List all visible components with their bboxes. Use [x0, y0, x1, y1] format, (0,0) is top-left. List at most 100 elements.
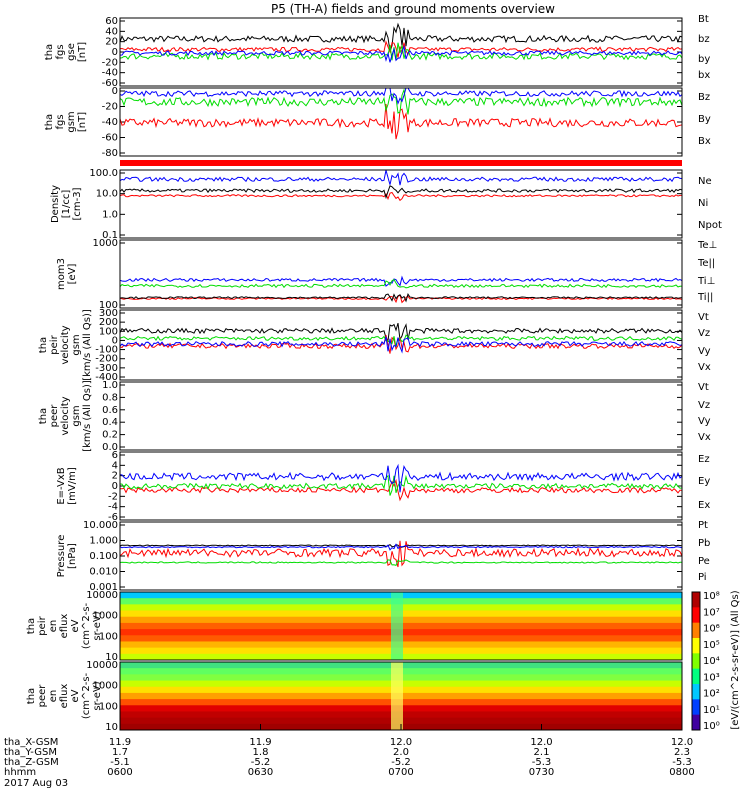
ylabel-peir_eflux: sr-eV) — [92, 611, 103, 640]
legend-Ne: Ne — [698, 176, 712, 187]
series-line-Te|| — [119, 293, 683, 303]
series-line-Vz — [119, 334, 683, 354]
ylabel-peir_velocity: tha — [38, 337, 49, 353]
colorbar-tick: 10⁶ — [703, 624, 720, 635]
ytick-label: 0.0 — [102, 442, 118, 453]
colorbar-tick: 10⁰ — [703, 721, 720, 732]
ylabel-peer_eflux: sr-eV) — [92, 681, 103, 710]
colorbar-tick: 10² — [703, 689, 720, 700]
ylabel-fgs_gse: fgs — [55, 44, 66, 59]
colorbar-segment — [692, 653, 700, 670]
ytick-label: 1000 — [93, 611, 118, 622]
ytick-label: 0.4 — [102, 417, 118, 428]
panel-peir_eflux: tha peir en eflux eV (cm^2-s-sr-eV) 10000 1000 1… — [26, 590, 683, 663]
ylabel-peir_eflux: peir — [37, 615, 48, 635]
ytick-label: 10.0 — [96, 189, 118, 200]
ytick-label: 0 — [112, 481, 118, 492]
ytick-label: -80 — [102, 148, 118, 159]
ytick-label: -400 — [95, 372, 118, 383]
xtick-hhmm: 0600 — [107, 767, 132, 778]
legend-Ez: Ez — [698, 454, 710, 465]
ylabel-peer_eflux: en — [48, 690, 59, 703]
ytick-label: 10 — [105, 652, 118, 663]
panel-frame — [119, 451, 683, 521]
ylabel-peir_eflux: tha — [26, 618, 37, 634]
spectrogram-event — [391, 592, 403, 660]
ytick-label: 2 — [112, 471, 118, 482]
ytick-label: 1.0 — [102, 209, 118, 220]
panel-density: Density [1/cc] [cm-3] 100.0 10.0 1.0 0.1 Ne Ni Np… — [50, 168, 722, 241]
ylabel-peer_velocity: gsm — [71, 405, 82, 426]
ytick-label: 0.100 — [89, 551, 118, 562]
legend-Ey: Ey — [698, 476, 710, 487]
ytick-label: 10000 — [86, 660, 118, 671]
colorbar-tick: 10⁷ — [703, 607, 720, 618]
ylabel-efield: E=-VxB — [56, 467, 67, 504]
ytick-label: 0.010 — [89, 567, 118, 578]
legend-Vz: Vz — [698, 328, 710, 339]
panel-frame — [119, 87, 683, 157]
series-line-Ti⊥ — [119, 275, 683, 287]
ylabel-peer_velocity: tha — [38, 408, 49, 424]
legend-Npot: Npot — [698, 220, 722, 231]
legend-Te⊥: Te⊥ — [697, 240, 717, 251]
ytick-label: 6 — [112, 450, 118, 461]
legend-Pi: Pi — [698, 572, 707, 583]
xtick-hhmm: 0800 — [669, 767, 694, 778]
series-line-Ez — [119, 478, 683, 502]
legend-Vz: Vz — [698, 400, 710, 411]
xaxis-row-label: hhmm — [4, 767, 36, 778]
series-line-Te⊥ — [119, 294, 683, 304]
spectrogram-event — [391, 662, 403, 730]
series-line-Bx — [119, 87, 683, 105]
colorbar-tick: 10⁵ — [703, 640, 720, 651]
ephemeris-bar — [120, 160, 682, 166]
panel-peer_eflux: tha peer en eflux eV (cm^2-s-sr-eV) 10000 1000 1… — [26, 660, 683, 733]
xtick-x: 11.9 — [109, 737, 131, 748]
ylabel-fgs_gse: [nT] — [77, 42, 88, 62]
ytick-label: -6 — [108, 512, 118, 523]
colorbar-segment — [692, 638, 700, 654]
panel-frame — [119, 521, 683, 591]
colorbar-label: [eV/(cm^2-s-sr-eV)] (All Qs) — [730, 590, 741, 729]
colorbar-frame — [691, 591, 701, 731]
ylabel-peer_eflux: eV — [70, 689, 81, 702]
ytick-label: 1.000 — [89, 536, 118, 547]
ytick-label: -300 — [95, 363, 118, 374]
series-line-By — [119, 87, 683, 115]
ylabel-peir_velocity: gsm — [71, 334, 82, 355]
ylabel-temperature: mom3 — [56, 258, 67, 290]
ytick-label: 0.1 — [102, 230, 118, 241]
series-line-Pe — [119, 559, 683, 567]
ytick-label: 10 — [105, 722, 118, 733]
legend-Ni: Ni — [698, 198, 708, 209]
ylabel-density: Density — [50, 185, 61, 223]
ylabel-efield: [mV/m] — [67, 467, 78, 505]
series-line-Vx — [119, 336, 683, 354]
ylabel-pressure: [nPa] — [67, 543, 78, 569]
series-line-by — [119, 42, 683, 61]
ylabel-density: [cm-3] — [72, 187, 83, 220]
xtick-z: -5.2 — [391, 757, 411, 768]
ylabel-density: [1/cc] — [61, 190, 72, 219]
panel-frame — [119, 169, 683, 239]
xtick-y: 1.7 — [112, 747, 128, 758]
xtick-z: -5.1 — [110, 757, 130, 768]
ytick-label: 1.0 — [102, 380, 118, 391]
ytick-label: -20 — [102, 57, 118, 68]
ytick-label: 0 — [112, 47, 118, 58]
legend-Te||: Te|| — [697, 258, 715, 269]
ylabel-fgs_gse: tha — [44, 44, 55, 60]
legend-bx: bx — [698, 70, 710, 81]
ytick-label: 10.000 — [83, 520, 118, 531]
ytick-label: 100 — [99, 326, 118, 337]
ylabel-peir_velocity: [km/s (All Qs)] — [82, 309, 93, 381]
ylabel-peer_velocity: peer — [49, 404, 60, 428]
ylabel-fgs_gse: gse — [66, 43, 77, 61]
ytick-label: 300 — [99, 308, 118, 319]
legend-by: by — [698, 54, 710, 65]
ylabel-peer_velocity: velocity — [60, 396, 71, 435]
